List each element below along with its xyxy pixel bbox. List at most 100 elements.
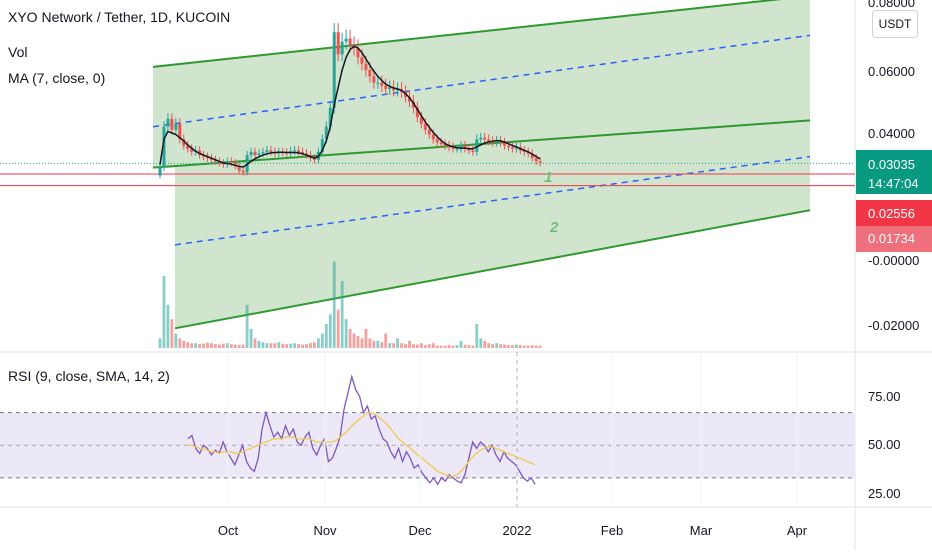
level-2-badge [856, 226, 932, 252]
candle-body [479, 137, 483, 140]
candle-body [170, 118, 174, 130]
candle-body [229, 161, 233, 163]
volume-bar [309, 343, 312, 348]
volume-bar [324, 324, 328, 348]
candle-body [475, 139, 479, 152]
volume-bar [170, 319, 174, 348]
volume-bar [412, 344, 415, 348]
volume-bar [463, 344, 467, 348]
volume-bar [479, 338, 483, 348]
rsi-legend: RSI (9, close, SMA, 14, 2) [8, 368, 170, 384]
candle-body [356, 47, 360, 58]
channel-lower-mid-dashed [174, 155, 811, 246]
channel-lower-line [174, 209, 811, 330]
volume-bar [225, 343, 229, 348]
volume-bar [388, 343, 392, 348]
volume-bar [376, 340, 380, 348]
volume-bar [507, 345, 510, 348]
channel-upper-mid-dashed [152, 34, 811, 128]
volume-bar [396, 338, 399, 348]
price-tick-label-5: -0.02000 [868, 318, 919, 333]
volume-bar [404, 344, 407, 348]
ma-legend: MA (7, close, 0) [8, 70, 106, 86]
volume-bar [491, 344, 495, 348]
candle-body [411, 101, 415, 108]
volume-bar [372, 340, 376, 348]
rsi-line [187, 374, 536, 486]
volume-bar [281, 343, 285, 348]
candle-body [499, 140, 503, 143]
volume-bar [435, 345, 439, 348]
volume-bar [202, 343, 205, 348]
candle-body [368, 70, 372, 77]
candle-body [344, 38, 348, 42]
candle-body [467, 148, 471, 151]
ma-line [159, 45, 541, 168]
volume-bar [427, 344, 431, 348]
candle-body [534, 158, 538, 162]
volume-bar [229, 344, 233, 348]
volume-bar [237, 345, 241, 348]
volume-legend: Vol [8, 44, 28, 60]
currency-badge[interactable]: USDT [872, 10, 918, 38]
annotation-label-2: 2 [549, 219, 559, 236]
candle-body [162, 126, 166, 168]
candle-body [293, 150, 297, 152]
volume-bar [380, 342, 384, 348]
volume-bar [344, 319, 348, 348]
volume-bar [439, 345, 443, 348]
volume-bar [261, 342, 265, 348]
candle-body [340, 41, 344, 55]
current-price-value: 0.03035 [868, 157, 915, 172]
volume-bar [301, 344, 304, 348]
candle-body [495, 140, 499, 143]
volume-bar [221, 343, 225, 348]
candle-body [297, 150, 301, 152]
volume-bar [419, 343, 423, 348]
volume-bar [285, 344, 289, 348]
volume-bar [400, 343, 403, 348]
volume-bar [515, 344, 518, 348]
volume-bar [340, 280, 344, 348]
candle-body [233, 162, 237, 167]
volume-bar [178, 338, 182, 348]
volume-bar [277, 342, 281, 348]
candle-body [328, 107, 332, 127]
candle-body [538, 161, 542, 163]
volume-bar [459, 340, 463, 348]
volume-bar [305, 344, 308, 348]
rsi-tick-label-2: 50.00 [868, 437, 901, 452]
volume-bar [392, 343, 396, 348]
candle-body [388, 87, 392, 89]
candle-body [269, 150, 273, 152]
volume-bar [423, 345, 427, 348]
volume-bar [356, 336, 360, 348]
candle-body [257, 153, 261, 156]
candle-body [447, 145, 451, 148]
volume-bar [538, 345, 542, 348]
volume-bar [158, 338, 162, 348]
current-price-badge [856, 150, 932, 194]
candle-body [419, 117, 423, 124]
volume-bar [198, 344, 201, 348]
volume-bar [233, 344, 237, 348]
candle-body [463, 145, 467, 149]
candle-body [376, 82, 380, 84]
candle-body [158, 167, 162, 176]
candle-body [174, 123, 178, 130]
candle-body [427, 129, 431, 135]
volume-bar [475, 324, 479, 348]
candle-body [380, 82, 384, 86]
volume-bar [289, 343, 293, 348]
time-tick-label-5: Feb [601, 523, 623, 538]
candle-body [392, 87, 396, 91]
candle-body [503, 142, 507, 146]
volume-bar [495, 343, 498, 348]
candle-body [530, 153, 534, 159]
candle-body [451, 147, 455, 149]
candle-body [253, 151, 257, 156]
volume-bar [408, 340, 411, 348]
price-tick-label-4: -0.00000 [868, 253, 919, 268]
candle-body [178, 123, 182, 140]
